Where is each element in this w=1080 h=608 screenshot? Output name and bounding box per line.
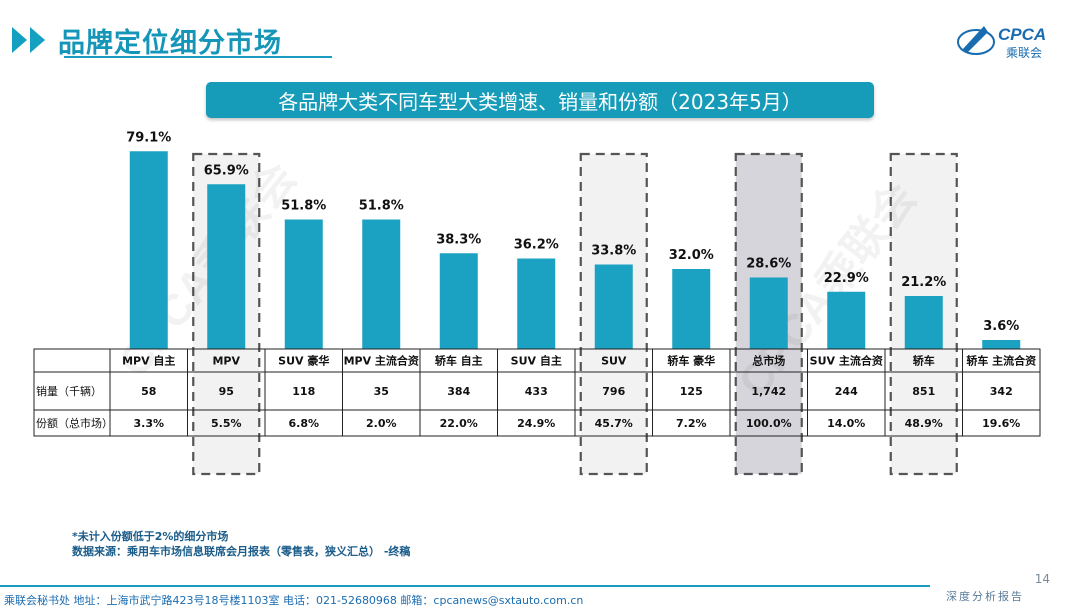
- table-cell-1-0: 3.3%: [133, 417, 164, 430]
- table-cell-0-6: 796: [602, 385, 625, 398]
- table-cell-0-2: 118: [292, 385, 315, 398]
- table-cell-0-7: 125: [680, 385, 703, 398]
- double-chevron-icon: [12, 27, 48, 53]
- value-label-6: 33.8%: [591, 244, 636, 259]
- category-label-4: 轿车 自主: [435, 354, 483, 368]
- svg-text:CPCA: CPCA: [998, 25, 1046, 44]
- category-label-9: SUV 主流合资: [810, 354, 883, 368]
- bar-9: [827, 291, 866, 349]
- value-label-8: 28.6%: [746, 257, 791, 272]
- table-cell-0-5: 433: [525, 385, 548, 398]
- value-label-2: 51.8%: [281, 199, 326, 214]
- bar-7: [672, 269, 711, 349]
- svg-text:乘联会: 乘联会: [1006, 46, 1042, 60]
- category-label-10: 轿车: [913, 354, 935, 368]
- page-number: 14: [1034, 572, 1050, 586]
- bar-4: [439, 253, 478, 349]
- category-label-5: SUV 自主: [511, 354, 562, 368]
- table-cell-0-0: 58: [141, 385, 156, 398]
- category-label-1: MPV: [212, 355, 240, 368]
- table-cell-0-11: 342: [990, 385, 1013, 398]
- category-label-2: SUV 豪华: [278, 354, 329, 368]
- table-cell-0-9: 244: [835, 385, 858, 398]
- table-cell-1-2: 6.8%: [288, 417, 319, 430]
- bar-2: [284, 219, 323, 349]
- table-cell-1-6: 45.7%: [595, 417, 633, 430]
- table-cell-0-3: 35: [374, 385, 389, 398]
- table-cell-0-8: 1,742: [751, 385, 786, 398]
- value-label-5: 36.2%: [514, 238, 559, 253]
- chart-title-banner: 各品牌大类不同车型大类增速、销量和份额（2023年5月）: [206, 82, 874, 118]
- value-label-7: 32.0%: [669, 248, 714, 263]
- footnote-exclusion: *未计入份额低于2%的细分市场: [72, 530, 229, 543]
- table-cell-1-1: 5.5%: [211, 417, 242, 430]
- value-label-10: 21.2%: [901, 275, 946, 290]
- value-label-3: 51.8%: [359, 199, 404, 214]
- category-label-0: MPV 自主: [122, 354, 175, 368]
- bar-10: [904, 296, 943, 349]
- table-row-label-0: 销量（千辆）: [36, 384, 102, 398]
- bar-6: [594, 264, 633, 349]
- footer-divider: [0, 585, 930, 587]
- bar-8: [749, 277, 788, 349]
- table-cell-1-10: 48.9%: [905, 417, 943, 430]
- table-cell-0-4: 384: [447, 385, 470, 398]
- value-label-9: 22.9%: [824, 271, 869, 286]
- table-cell-0-10: 851: [912, 385, 935, 398]
- table-cell-1-7: 7.2%: [676, 417, 707, 430]
- table-cell-1-9: 14.0%: [827, 417, 865, 430]
- bar-1: [207, 184, 246, 349]
- table-cell-0-1: 95: [219, 385, 234, 398]
- cpca-logo: CPCA 乘联会: [957, 25, 1046, 60]
- category-label-3: MPV 主流合资: [344, 354, 419, 368]
- bar-3: [362, 219, 401, 349]
- section-header: 品牌定位细分市场: [12, 18, 282, 62]
- table-cell-1-5: 24.9%: [517, 417, 555, 430]
- title-underline: [64, 56, 332, 58]
- value-label-0: 79.1%: [126, 130, 171, 145]
- section-title: 品牌定位细分市场: [58, 27, 282, 59]
- category-label-6: SUV: [601, 355, 627, 368]
- category-label-11: 轿车 主流合资: [966, 354, 1036, 368]
- category-label-8: 总市场: [752, 354, 785, 368]
- footnote-source: 数据来源：乘用车市场信息联席会月报表（零售表，狭义汇总） -终稿: [72, 545, 411, 558]
- value-label-1: 65.9%: [204, 163, 249, 178]
- value-label-11: 3.6%: [983, 319, 1019, 334]
- footer-contact: 乘联会秘书处 地址：上海市武宁路423号18号楼1103室 电话：021-526…: [4, 594, 584, 607]
- table-row-label-1: 份额（总市场）: [36, 416, 113, 430]
- table-cell-1-3: 2.0%: [366, 417, 397, 430]
- table-cell-1-8: 100.0%: [746, 417, 792, 430]
- table-cell-1-11: 19.6%: [982, 417, 1020, 430]
- bar-5: [517, 258, 556, 349]
- value-label-4: 38.3%: [436, 232, 481, 247]
- category-label-7: 轿车 豪华: [667, 354, 715, 368]
- bar-11: [982, 340, 1021, 349]
- report-label: 深度分析报告: [946, 590, 1024, 603]
- bar-0: [129, 151, 168, 349]
- bar-chart: CPCA乘联会CPCA乘联会79.1%65.9%51.8%51.8%38.3%3…: [33, 130, 1041, 476]
- table-cell-1-4: 22.0%: [440, 417, 478, 430]
